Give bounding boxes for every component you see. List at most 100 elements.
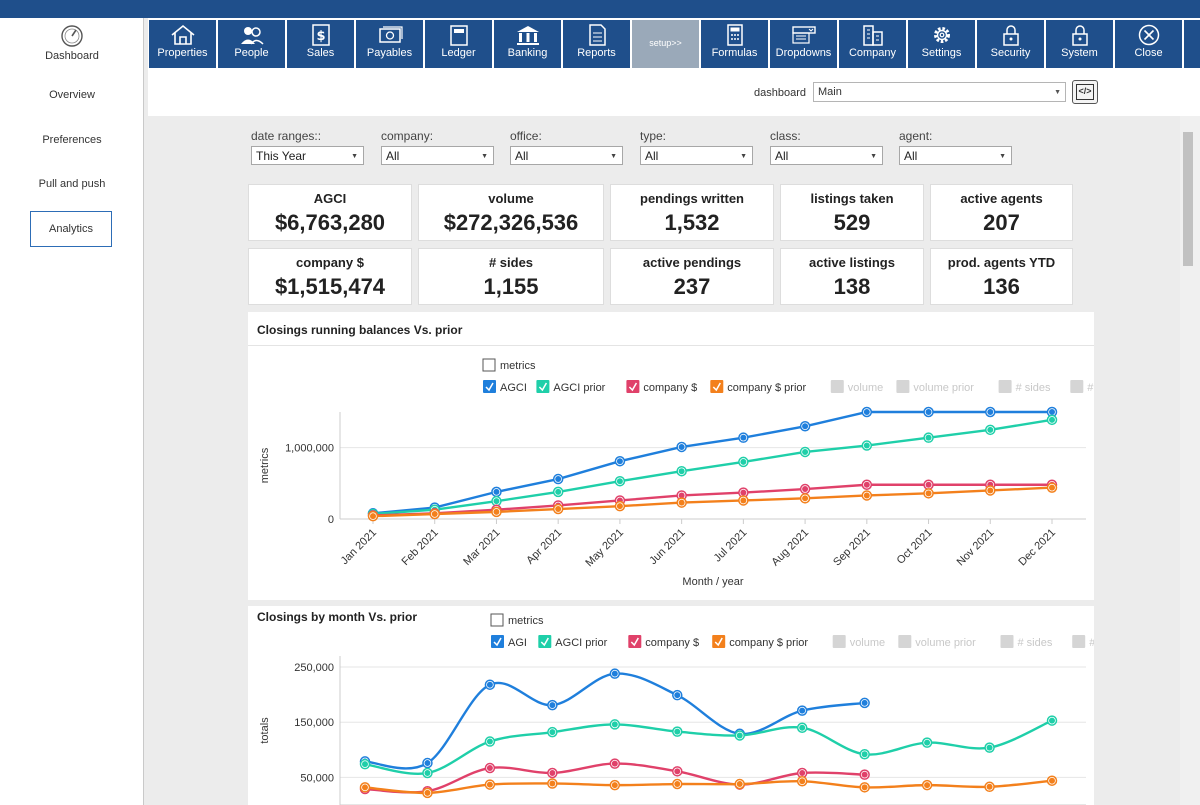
chevron-down-icon: ▼ — [999, 153, 1006, 160]
scrollbar-thumb[interactable] — [1183, 132, 1193, 266]
legend-item-company[interactable]: company $ — [626, 380, 697, 394]
toolbar-button-close[interactable]: Close — [1115, 20, 1182, 68]
data-point-core — [555, 506, 562, 513]
legend-item-sides-prior[interactable]: # sides prior — [1072, 635, 1094, 649]
legend-item-agci-prior[interactable]: AGCI prior — [536, 380, 606, 394]
filter-select-class[interactable]: All ▼ — [770, 146, 883, 165]
data-point-core — [863, 481, 870, 488]
sidebar-item-pull-and-push[interactable]: Pull and push — [38, 178, 106, 190]
sidebar-item-dashboard[interactable]: Dashboard — [0, 24, 144, 66]
checkmark-icon — [493, 637, 502, 647]
dollar-icon: $ — [311, 24, 330, 46]
legend-metrics-toggle[interactable]: metrics — [482, 358, 536, 372]
sidebar-item-overview[interactable]: Overview — [49, 89, 95, 101]
data-point-core — [1049, 484, 1055, 491]
filter-select-type[interactable]: All ▼ — [640, 146, 753, 165]
stat-title: active listings — [809, 255, 895, 270]
toolbar-button-system[interactable]: System — [1046, 20, 1113, 68]
toolbar-button-reports[interactable]: Reports — [563, 20, 630, 68]
legend-item-volume-prior[interactable]: volume prior — [898, 635, 976, 649]
toolbar-button-banking[interactable]: Banking — [494, 20, 561, 68]
embed-code-button[interactable]: </> — [1072, 80, 1098, 104]
data-point-core — [493, 508, 500, 515]
stat-card-active-listings: active listings 138 — [780, 248, 924, 305]
legend-item-sides-prior[interactable]: # sides prior — [1070, 380, 1094, 394]
data-point-core — [616, 478, 623, 485]
filter-select-company[interactable]: All ▼ — [381, 146, 494, 165]
checkbox-icon — [538, 635, 552, 648]
data-point-core — [616, 503, 623, 510]
toolbar-button-people[interactable]: People — [218, 20, 285, 68]
stat-value: 138 — [833, 274, 871, 299]
checkmark-icon — [538, 382, 548, 392]
data-point-core — [799, 778, 806, 785]
stat-title: pendings written — [640, 191, 744, 206]
checkmark-icon — [628, 382, 638, 392]
filter-select-agent[interactable]: All ▼ — [899, 146, 1012, 165]
legend-item-company-prior[interactable]: company $ prior — [710, 380, 807, 394]
chevron-down-icon: ▼ — [1054, 89, 1061, 96]
x-tick-label: Oct 2021 — [895, 527, 935, 567]
legend-item-sides[interactable]: # sides — [1000, 635, 1053, 649]
data-point-core — [925, 409, 932, 415]
checkbox-icon — [832, 635, 846, 648]
legend-label: company $ prior — [729, 637, 808, 649]
toolbar-button-dropdowns[interactable]: Dropdowns — [770, 20, 837, 68]
y-tick-label: 150,000 — [294, 717, 334, 729]
data-point-core — [362, 784, 368, 791]
vertical-scrollbar[interactable] — [1180, 116, 1200, 805]
data-point-core — [424, 769, 431, 776]
data-point-core — [861, 699, 868, 706]
chevron-down-icon: ▼ — [740, 153, 747, 160]
stat-title: AGCI — [313, 191, 347, 206]
toolbar-button-settings[interactable]: Settings — [908, 20, 975, 68]
legend-item-agci-prior[interactable]: AGCI prior — [538, 635, 608, 649]
y-axis-label: totals — [259, 717, 271, 744]
data-point-core — [611, 760, 618, 767]
legend-item-sides[interactable]: # sides — [998, 380, 1051, 394]
x-tick-label: Jul 2021 — [712, 527, 750, 565]
data-point-core — [674, 692, 681, 699]
toolbar-button-payables[interactable]: Payables — [356, 20, 423, 68]
data-point-core — [863, 409, 870, 415]
dashboard-select[interactable]: Main ▼ — [813, 82, 1066, 102]
checkbox-icon — [491, 635, 504, 648]
filter-select-date-ranges[interactable]: This Year ▼ — [251, 146, 364, 165]
stat-title: listings taken — [810, 191, 894, 206]
legend-item-company[interactable]: company $ — [628, 635, 699, 649]
chart-running-balances: metrics AGCI AGCI prior company $ company $ … — [259, 358, 1094, 588]
legend-item-company-prior[interactable]: company $ prior — [712, 635, 808, 649]
toolbar-button-properties[interactable]: Properties — [149, 20, 216, 68]
checkbox-icon — [1000, 635, 1014, 648]
toolbar-button-setup[interactable]: setup>> — [632, 20, 699, 68]
legend-header-label: metrics — [500, 360, 536, 372]
legend-item-agci[interactable]: AGCI — [483, 380, 527, 394]
legend-label: # sides prior — [1089, 637, 1094, 649]
legend-item-agi[interactable]: AGI — [491, 635, 527, 649]
toolbar-button-formulas[interactable]: Formulas — [701, 20, 768, 68]
building-icon — [862, 25, 883, 46]
stat-card-agci: AGCI $6,763,280 — [248, 184, 412, 241]
legend-item-volume[interactable]: volume — [832, 635, 885, 649]
data-point-core — [863, 442, 870, 449]
dashboard-selector-row: dashboard Main ▼ </> — [148, 70, 1200, 116]
x-tick-label: Jun 2021 — [647, 527, 687, 567]
filter-select-office[interactable]: All ▼ — [510, 146, 623, 165]
toolbar-button-security[interactable]: Security — [977, 20, 1044, 68]
sidebar-item-preferences[interactable]: Preferences — [42, 134, 102, 146]
toolbar-button-sales[interactable]: $ Sales — [287, 20, 354, 68]
data-point-core — [486, 781, 493, 788]
legend-item-volume[interactable]: volume — [830, 380, 883, 394]
data-point-core — [924, 782, 931, 789]
data-point-core — [861, 771, 868, 778]
legend-label: AGI — [508, 637, 527, 649]
sidebar-item-analytics[interactable]: Analytics — [30, 211, 112, 247]
legend-item-volume-prior[interactable]: volume prior — [896, 380, 974, 394]
data-point-core — [736, 732, 743, 739]
filter-label-type: type: — [640, 129, 667, 143]
toolbar-button-ledger[interactable]: Ledger — [425, 20, 492, 68]
legend-label: company $ — [645, 637, 699, 649]
ledger-icon — [449, 25, 468, 46]
legend-metrics-toggle[interactable]: metrics — [490, 613, 544, 627]
toolbar-button-company[interactable]: Company — [839, 20, 906, 68]
